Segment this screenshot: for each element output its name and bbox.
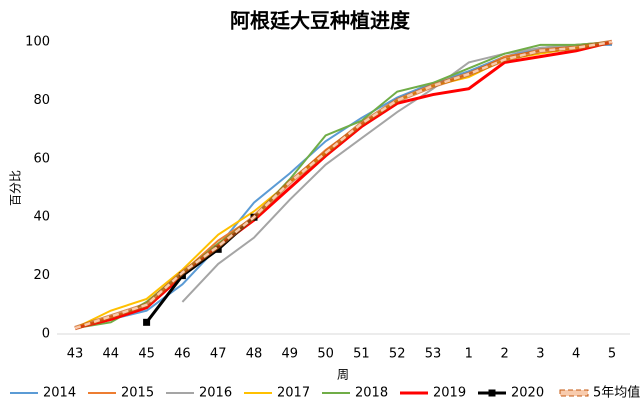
legend-label: 2019 bbox=[433, 386, 466, 401]
legend-marker bbox=[488, 389, 496, 397]
x-tick-label: 45 bbox=[138, 347, 155, 362]
x-tick-label: 48 bbox=[246, 347, 263, 362]
series-line bbox=[74, 41, 613, 330]
legend-swatch bbox=[559, 389, 589, 397]
series-line bbox=[74, 43, 612, 330]
y-tick-label: 0 bbox=[42, 327, 50, 342]
series-line bbox=[181, 41, 613, 303]
x-tick-label: 47 bbox=[210, 347, 227, 362]
point-marker bbox=[143, 318, 151, 326]
legend-label: 2020 bbox=[511, 386, 544, 401]
x-tick-label: 52 bbox=[389, 347, 406, 362]
y-tick-label: 20 bbox=[33, 268, 50, 283]
series-line bbox=[74, 41, 613, 330]
chart-title: 阿根廷大豆种植进度 bbox=[230, 9, 411, 33]
series-line-outline bbox=[74, 39, 613, 331]
legend-label: 2017 bbox=[277, 386, 310, 401]
y-axis-label: 百分比 bbox=[9, 170, 23, 206]
x-tick-label: 1 bbox=[465, 347, 473, 362]
x-tick-label: 49 bbox=[282, 347, 299, 362]
legend-label: 2018 bbox=[355, 386, 388, 401]
x-tick-label: 2 bbox=[500, 347, 508, 362]
x-tick-label: 46 bbox=[174, 347, 191, 362]
y-tick-label: 40 bbox=[33, 210, 50, 225]
x-tick-label: 44 bbox=[103, 347, 120, 362]
x-tick-label: 5 bbox=[608, 347, 616, 362]
series-line bbox=[74, 40, 613, 330]
x-axis-label: 周 bbox=[337, 368, 349, 382]
x-tick-label: 50 bbox=[317, 347, 334, 362]
x-tick-label: 43 bbox=[67, 347, 84, 362]
legend-label: 2014 bbox=[43, 386, 76, 401]
x-tick-label: 3 bbox=[536, 347, 544, 362]
legend-label: 5年均值 bbox=[593, 385, 640, 401]
series-line bbox=[74, 41, 613, 330]
x-tick-label: 51 bbox=[353, 347, 370, 362]
legend-label: 2015 bbox=[121, 386, 154, 401]
x-tick-label: 53 bbox=[425, 347, 442, 362]
legend-label: 2016 bbox=[199, 386, 232, 401]
y-tick-label: 60 bbox=[33, 151, 50, 166]
point-marker bbox=[214, 245, 222, 253]
x-tick-label: 4 bbox=[572, 347, 580, 362]
series-line bbox=[74, 40, 613, 330]
y-tick-label: 100 bbox=[25, 35, 50, 50]
y-tick-label: 80 bbox=[33, 93, 50, 108]
